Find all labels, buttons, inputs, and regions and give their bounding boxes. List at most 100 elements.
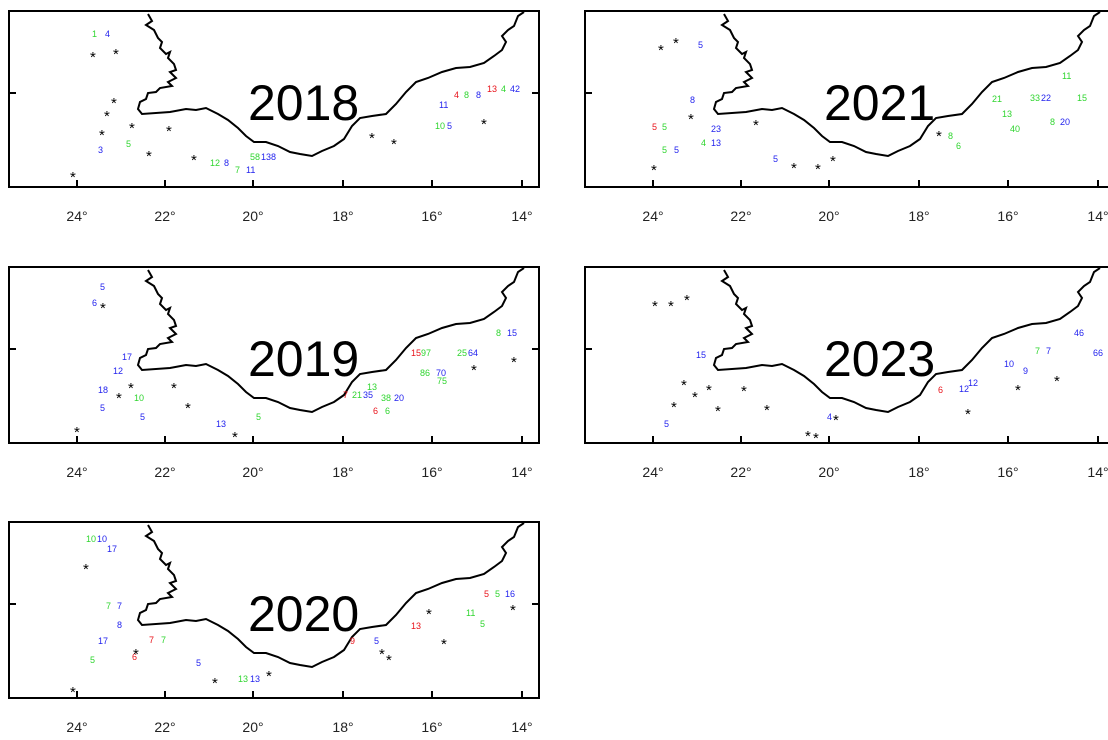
count-label: 58 xyxy=(250,152,261,162)
count-label: 12 xyxy=(113,366,124,376)
x-tick xyxy=(342,180,344,186)
count-label: 15 xyxy=(507,328,518,338)
station-marker: * xyxy=(791,160,797,177)
longitude-tick-label: 18° xyxy=(908,208,930,224)
coastline-map xyxy=(712,268,1101,414)
station-marker: * xyxy=(652,298,658,315)
longitude-tick-label: 18° xyxy=(908,464,930,480)
station-marker: * xyxy=(1054,373,1060,390)
x-tick xyxy=(252,691,254,697)
x-tick xyxy=(431,436,433,442)
count-label: 5 xyxy=(674,145,680,155)
count-label: 5 xyxy=(90,655,96,665)
count-label: 5 xyxy=(495,589,501,599)
station-marker: * xyxy=(90,49,96,66)
station-marker: * xyxy=(668,298,674,315)
longitude-tick-label: 22° xyxy=(730,464,752,480)
count-label: 21 xyxy=(992,94,1003,104)
count-label: 8 xyxy=(464,90,470,100)
x-tick xyxy=(828,180,830,186)
count-label: 4 xyxy=(501,84,507,94)
station-marker: * xyxy=(715,403,721,420)
count-label: 6 xyxy=(938,385,944,395)
y-tick xyxy=(586,92,592,94)
longitude-tick-label: 14° xyxy=(1087,208,1108,224)
x-tick xyxy=(76,436,78,442)
station-marker: * xyxy=(146,148,152,165)
count-label: 21 xyxy=(352,390,363,400)
longitude-tick-label: 24° xyxy=(66,464,88,480)
station-marker: * xyxy=(83,561,89,578)
count-label: 46 xyxy=(1074,328,1085,338)
station-marker: * xyxy=(113,46,119,63)
station-marker: * xyxy=(212,675,218,692)
station-marker: * xyxy=(104,108,110,125)
count-label: 7 xyxy=(117,601,123,611)
longitude-tick-label: 24° xyxy=(66,719,88,735)
count-label: 15 xyxy=(696,350,707,360)
station-marker: * xyxy=(651,162,657,179)
longitude-tick-label: 18° xyxy=(332,719,354,735)
x-tick xyxy=(918,436,920,442)
station-marker: * xyxy=(471,362,477,379)
count-label: 10 xyxy=(86,534,97,544)
x-tick xyxy=(164,180,166,186)
y-tick xyxy=(532,92,538,94)
station-marker: * xyxy=(510,602,516,619)
station-marker: * xyxy=(441,636,447,653)
coastline xyxy=(712,12,1101,158)
station-marker: * xyxy=(833,412,839,429)
station-marker: * xyxy=(166,123,172,140)
station-marker: * xyxy=(1015,382,1021,399)
longitude-tick-label: 16° xyxy=(421,208,443,224)
station-marker: * xyxy=(813,430,819,447)
count-label: 7 xyxy=(1035,346,1041,356)
count-label: 7 xyxy=(343,390,349,400)
count-label: 12 xyxy=(968,378,979,388)
panel-year-title: 2018 xyxy=(248,75,360,131)
station-marker: * xyxy=(753,117,759,134)
count-label: 5 xyxy=(100,282,106,292)
y-tick xyxy=(10,92,16,94)
count-label: 9 xyxy=(350,636,356,646)
count-label: 12 xyxy=(210,158,221,168)
count-label: 18 xyxy=(98,385,109,395)
count-label: 5 xyxy=(196,658,202,668)
station-marker: * xyxy=(266,668,272,685)
x-tick xyxy=(1097,436,1099,442)
count-label: 6 xyxy=(956,141,962,151)
coastline xyxy=(136,523,525,669)
station-marker: * xyxy=(684,292,690,309)
longitude-tick-label: 18° xyxy=(332,208,354,224)
x-tick xyxy=(828,436,830,442)
x-tick xyxy=(431,180,433,186)
count-label: 5 xyxy=(480,619,486,629)
count-label: 42 xyxy=(510,84,521,94)
count-label: 13 xyxy=(1002,109,1013,119)
x-tick xyxy=(164,436,166,442)
x-tick xyxy=(252,180,254,186)
x-tick xyxy=(740,436,742,442)
count-label: 5 xyxy=(374,636,380,646)
longitude-tick-label: 24° xyxy=(642,464,664,480)
panel-year-title: 2021 xyxy=(824,75,936,131)
coastline-map xyxy=(136,12,525,158)
count-label: 5 xyxy=(662,122,668,132)
count-label: 9 xyxy=(1023,366,1029,376)
map-panel-2019: 2019 5 6 17 12 18 10 5 5 13 5 7 21 35 13 38 20 6 6 15 97 86 70… xyxy=(8,266,540,445)
count-label: 35 xyxy=(363,390,374,400)
count-label: 6 xyxy=(373,406,379,416)
longitude-tick-label: 20° xyxy=(242,719,264,735)
count-label: 7 xyxy=(106,601,112,611)
count-label: 33 xyxy=(1030,93,1041,103)
longitude-tick-label: 20° xyxy=(818,464,840,480)
x-tick xyxy=(521,180,523,186)
count-label: 4 xyxy=(454,90,460,100)
longitude-tick-label: 20° xyxy=(242,208,264,224)
count-label: 13 xyxy=(411,621,422,631)
station-marker: * xyxy=(369,130,375,147)
count-label: 13 xyxy=(238,674,249,684)
longitude-tick-label: 16° xyxy=(421,719,443,735)
station-marker: * xyxy=(658,42,664,59)
count-label: 5 xyxy=(662,145,668,155)
